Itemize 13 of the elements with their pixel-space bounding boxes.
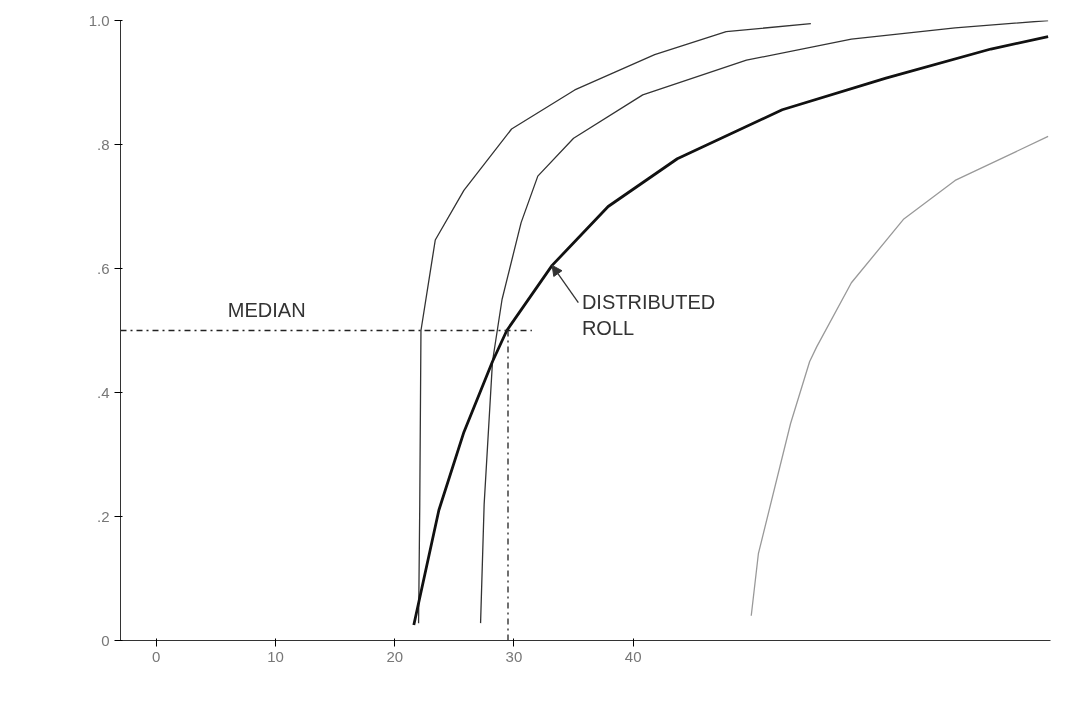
x-tick-label: 0 (152, 647, 161, 665)
x-tick-label: 10 (267, 647, 284, 665)
x-tick-label: 20 (386, 647, 404, 665)
y-tick-label: 0 (101, 631, 110, 649)
annotation: MEDIAN (227, 298, 306, 321)
x-tick-label: 30 (505, 647, 523, 665)
y-tick-label: .6 (96, 259, 110, 277)
annotation: DISTRIBUTED ROLL (581, 290, 716, 339)
y-tick-label: .2 (96, 507, 110, 525)
y-tick-label: .8 (96, 135, 110, 153)
x-tick-label: 40 (624, 647, 642, 665)
y-tick-label: 1.0 (88, 11, 110, 29)
y-tick-label: .4 (96, 383, 110, 401)
